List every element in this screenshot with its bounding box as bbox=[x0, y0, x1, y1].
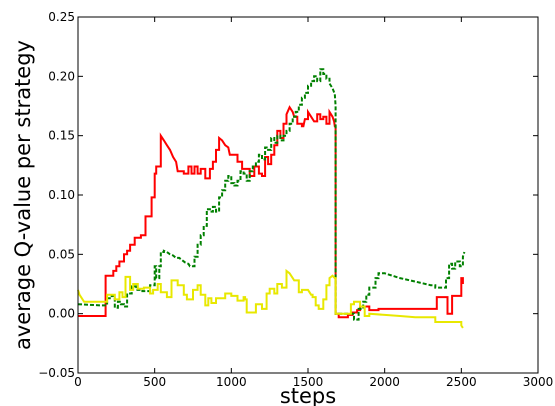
x-tick-label: 2000 bbox=[369, 375, 400, 389]
x-axis-title: steps bbox=[280, 384, 336, 406]
x-tick-label: 2500 bbox=[446, 375, 477, 389]
y-tick-label: −0.05 bbox=[38, 366, 75, 380]
tick-layer: 0 500 1000 1500 2000 2500 3000−0.050.000.050.1… bbox=[38, 10, 553, 389]
series-line-2 bbox=[78, 69, 464, 319]
x-tick-label: 1000 bbox=[216, 375, 247, 389]
x-tick-label: 500 bbox=[143, 375, 166, 389]
y-tick-label: 0.15 bbox=[48, 129, 75, 143]
y-tick-label: 0.00 bbox=[48, 307, 75, 321]
y-axis-title: average Q-value per strategy bbox=[11, 40, 35, 350]
x-tick-label: 0 bbox=[74, 375, 82, 389]
series-layer bbox=[78, 69, 464, 328]
y-tick-label: 0.10 bbox=[48, 188, 75, 202]
y-tick-label: 0.05 bbox=[48, 247, 75, 261]
plot-frame bbox=[78, 17, 538, 373]
x-tick-label: 3000 bbox=[523, 375, 554, 389]
y-tick-label: 0.25 bbox=[48, 10, 75, 24]
y-tick-label: 0.20 bbox=[48, 69, 75, 83]
